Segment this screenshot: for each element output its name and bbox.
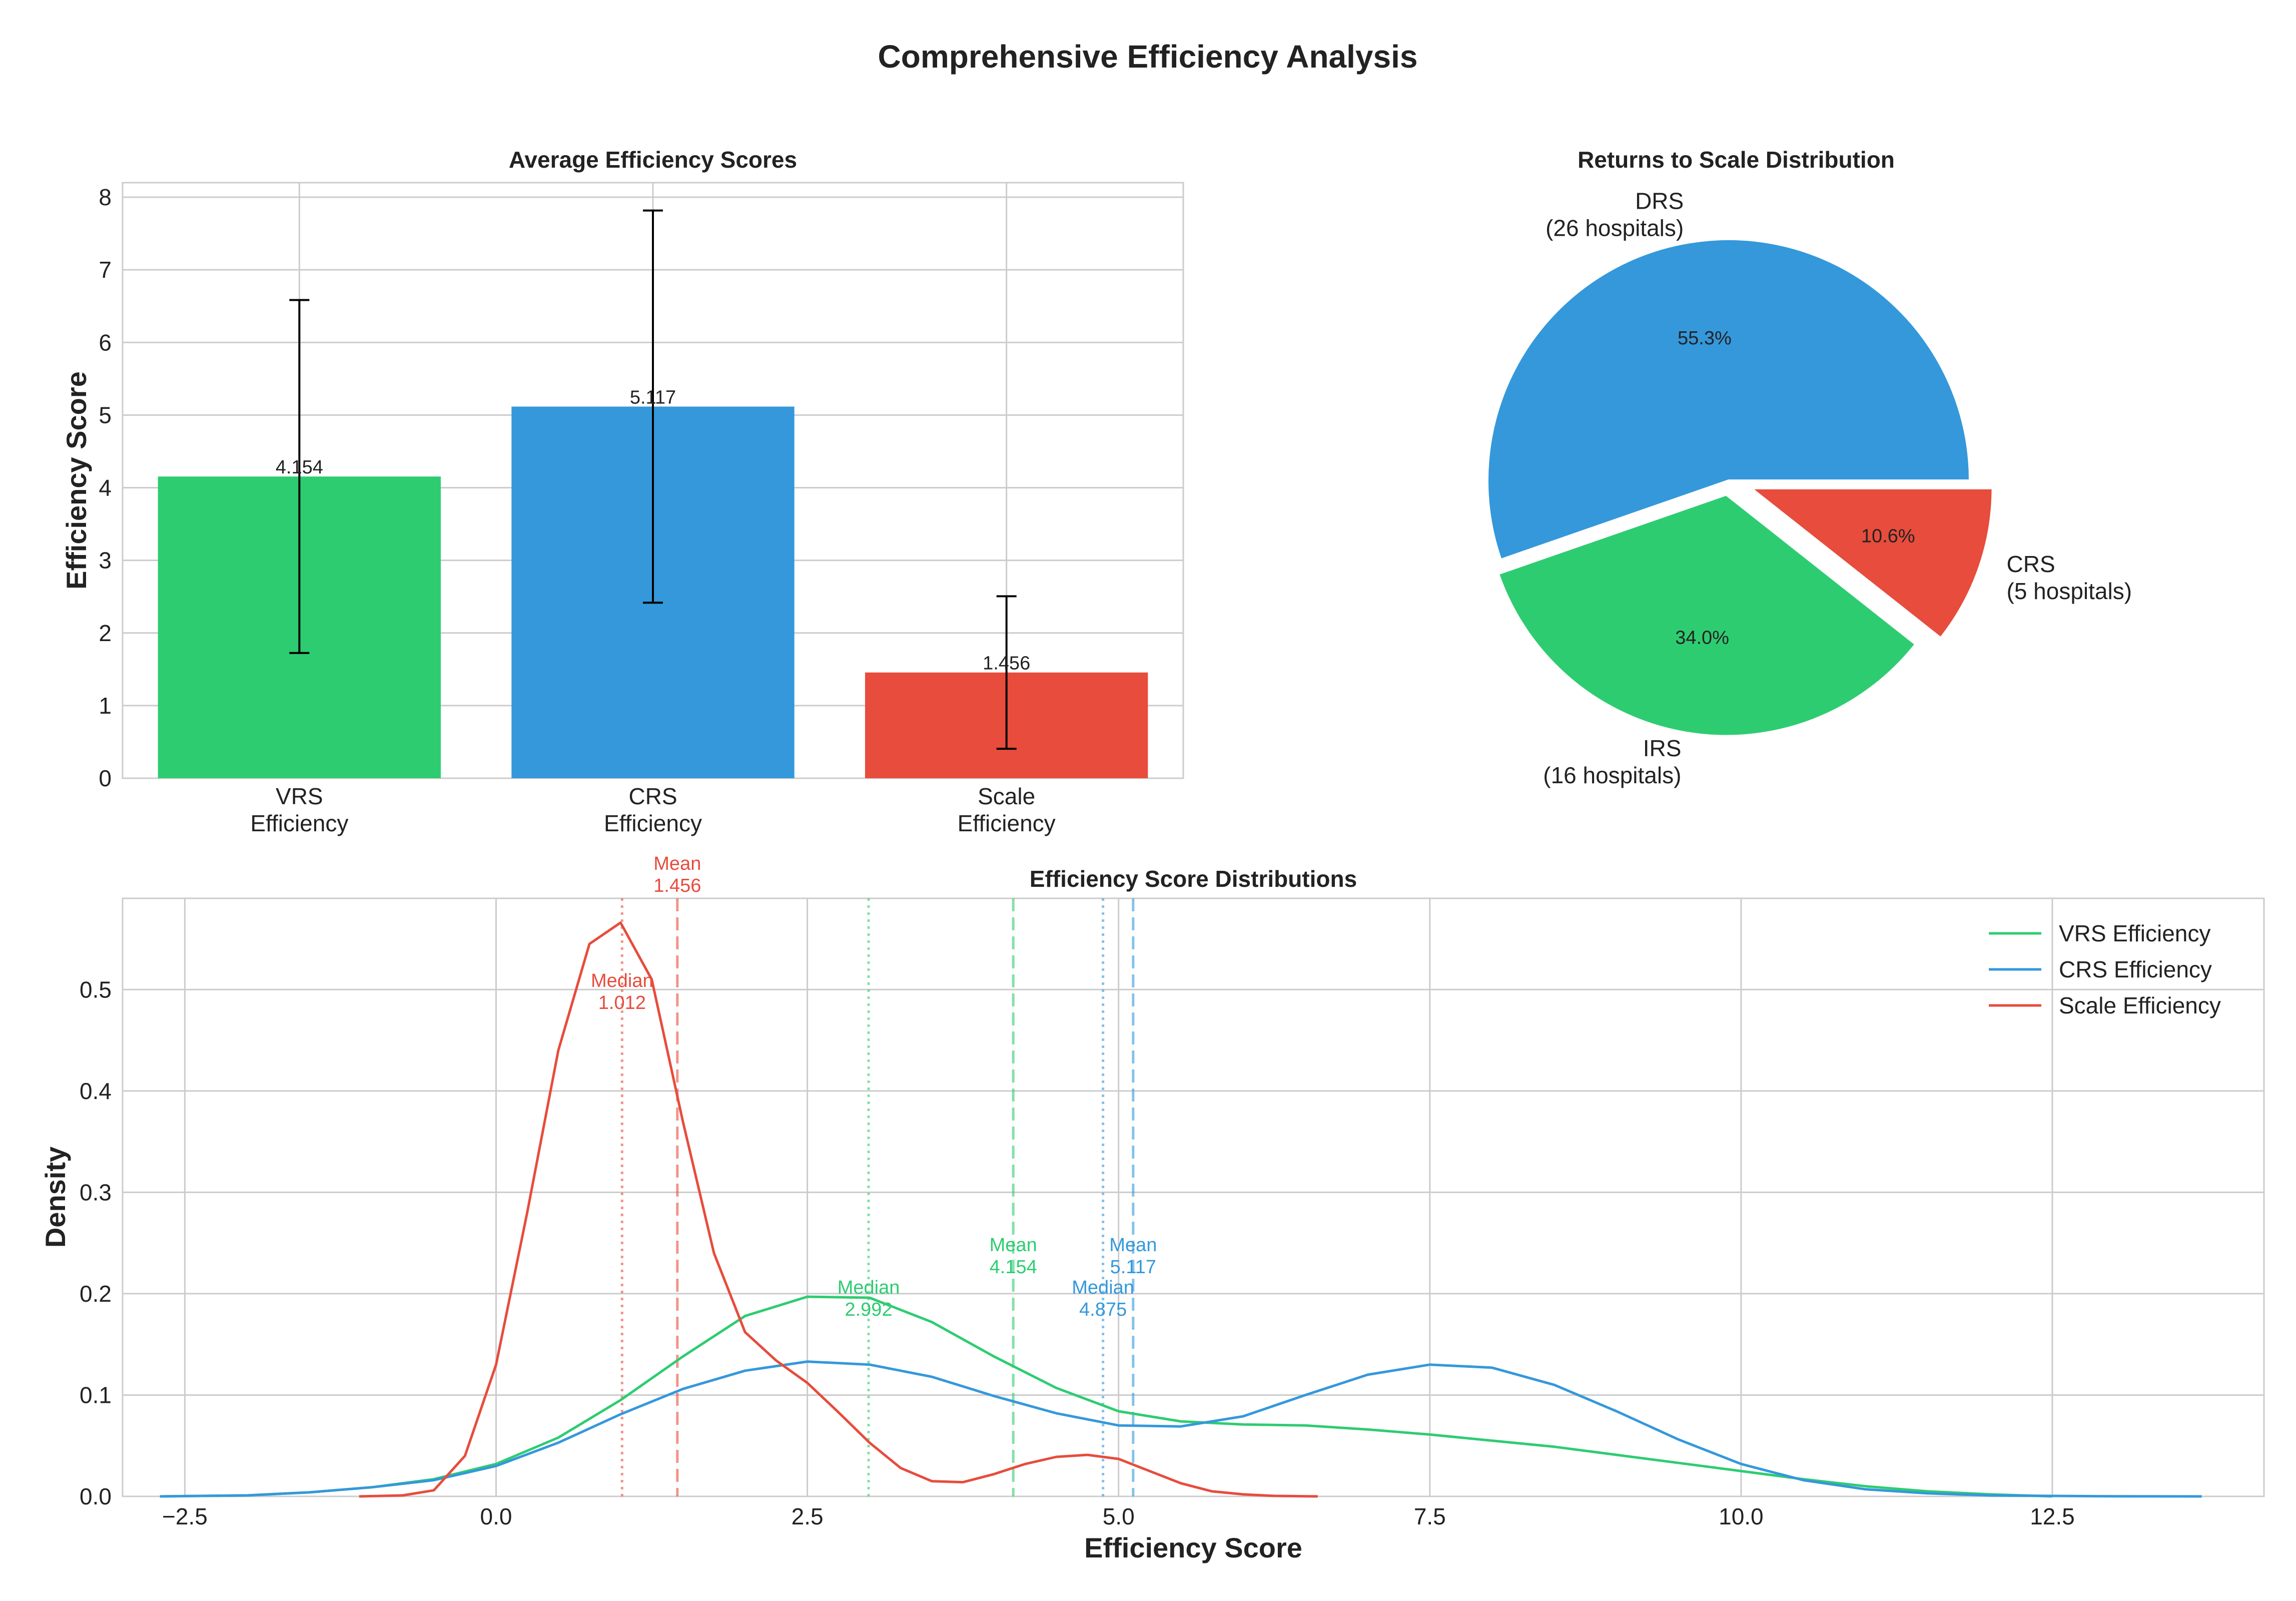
pie-slice (1486, 238, 1971, 561)
bar-value-label: 1.456 (983, 653, 1030, 674)
kde-chart-title: Efficiency Score Distributions (1030, 866, 1357, 892)
bar-y-axis-label: Efficiency Score (61, 371, 92, 590)
pie-chart-title: Returns to Scale Distribution (1578, 147, 1895, 173)
kde-y-tick-label: 0.5 (80, 976, 112, 1002)
pie-slice-label: IRS (16 hospitals) (1543, 735, 1681, 788)
bar-x-tick-label: Scale Efficiency (958, 783, 1056, 836)
kde-curve (359, 921, 1318, 1498)
kde-y-tick-label: 0.1 (80, 1382, 112, 1408)
pie-slice-label: CRS (5 hospitals) (2007, 551, 2132, 604)
bar-value-labels: 4.154 5.117 1.456 (276, 387, 1030, 674)
kde-reference-lines (620, 898, 1135, 1496)
pie-percent-label: 10.6% (1861, 526, 1915, 547)
bar-y-tick-label: 3 (99, 548, 112, 574)
kde-grid (123, 898, 2264, 1497)
kde-x-ticks: −2.5 0.0 2.5 5.0 7.5 10.0 12.5 (162, 1503, 2075, 1529)
kde-y-tick-label: 0.0 (80, 1483, 112, 1509)
median-label: Median 4.875 (1072, 1277, 1134, 1320)
bar-chart: 4.154 5.117 1.456 0 1 2 3 4 5 6 7 8 VRS Efficiency C… (61, 147, 1184, 836)
kde-y-axis-label: Density (40, 1147, 71, 1248)
pie-slice-label: DRS (26 hospitals) (1546, 188, 1684, 241)
median-label: Median 1.012 (591, 970, 653, 1013)
legend-label: CRS Efficiency (2059, 956, 2212, 982)
bar-x-ticks: VRS Efficiency CRS Efficiency Scale Efficienc… (250, 783, 1055, 836)
kde-x-tick-label: 0.0 (480, 1503, 512, 1529)
figure-title: Comprehensive Efficiency Analysis (878, 39, 1418, 75)
pie-percent-label: 55.3% (1678, 328, 1732, 349)
kde-x-tick-label: 10.0 (1719, 1503, 1764, 1529)
mean-label: Mean 1.456 (653, 853, 701, 896)
bar-y-tick-label: 2 (99, 620, 112, 646)
kde-x-tick-label: 12.5 (2030, 1503, 2075, 1529)
kde-y-tick-label: 0.3 (80, 1179, 112, 1205)
bar-y-tick-label: 7 (99, 257, 112, 283)
legend-label: Scale Efficiency (2059, 992, 2221, 1018)
pie-slice (1497, 493, 1917, 737)
kde-x-axis-label: Efficiency Score (1084, 1532, 1302, 1563)
bar-error-bars (289, 209, 1017, 750)
bar-y-tick-label: 0 (99, 765, 112, 791)
kde-curve (160, 1295, 2053, 1498)
bar-value-label: 4.154 (276, 457, 323, 478)
bar-y-tick-label: 6 (99, 329, 112, 355)
kde-x-tick-label: 2.5 (792, 1503, 824, 1529)
pie-labels: 55.3% DRS (26 hospitals) 34.0% IRS (16 hospit… (1543, 188, 2132, 788)
kde-legend: VRS Efficiency CRS Efficiency Scale Effici… (1989, 920, 2221, 1018)
bar-chart-title: Average Efficiency Scores (509, 147, 797, 173)
bar-y-tick-label: 8 (99, 184, 112, 210)
pie-slice (1748, 487, 1994, 640)
pie-chart: Returns to Scale Distribution 55.3% DRS (2… (1486, 147, 2132, 788)
kde-x-tick-label: −2.5 (162, 1503, 208, 1529)
kde-plot-area (122, 897, 2265, 1497)
bar-y-tick-label: 5 (99, 402, 112, 428)
kde-curves (160, 921, 2202, 1498)
bar-x-tick-label: VRS Efficiency (250, 783, 348, 836)
kde-y-tick-label: 0.2 (80, 1281, 112, 1307)
bar-value-label: 5.117 (630, 387, 676, 408)
legend-label: VRS Efficiency (2059, 920, 2210, 946)
kde-curve (160, 1360, 2202, 1498)
kde-x-tick-label: 7.5 (1414, 1503, 1446, 1529)
bar-y-ticks: 0 1 2 3 4 5 6 7 8 (99, 184, 112, 791)
bar-x-tick-label: CRS Efficiency (604, 783, 702, 836)
bar-y-tick-label: 1 (99, 693, 112, 719)
bar-y-tick-label: 4 (99, 475, 112, 501)
median-label: Median 2.992 (838, 1277, 900, 1320)
mean-label: Mean 4.154 (990, 1235, 1037, 1278)
kde-y-tick-label: 0.4 (80, 1078, 112, 1104)
kde-x-tick-label: 5.0 (1103, 1503, 1135, 1529)
mean-label: Mean 5.117 (1109, 1235, 1157, 1278)
pie-slices (1486, 238, 1994, 737)
pie-percent-label: 34.0% (1675, 628, 1729, 649)
kde-y-ticks: 0.0 0.1 0.2 0.3 0.4 0.5 (80, 976, 112, 1509)
